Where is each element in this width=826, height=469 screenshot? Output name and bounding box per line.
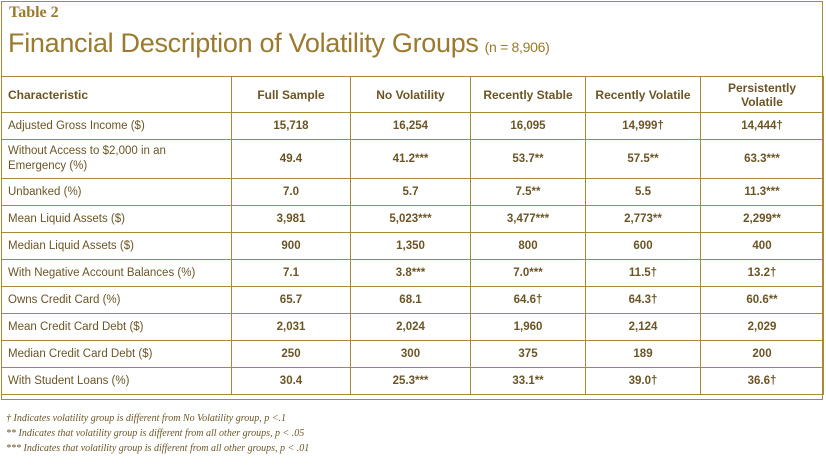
table-cell: 11.5†: [585, 259, 701, 287]
table-cell: 14,444†: [700, 112, 824, 140]
table-cell: 15,718: [231, 112, 351, 140]
row-label: Unbanked (%): [1, 178, 232, 206]
table-cell: 63.3***: [700, 139, 824, 179]
table-cell: 60.6**: [700, 286, 824, 314]
table-cell: 3,981: [231, 205, 351, 233]
column-header: No Volatility: [350, 76, 471, 113]
table-cell: 64.6†: [470, 286, 586, 314]
table-cell: 7.1: [231, 259, 351, 287]
table-row: With Negative Account Balances (%) 7.1 3…: [1, 259, 824, 287]
title-text: Financial Description of Volatility Grou…: [8, 28, 479, 58]
table-cell: 16,095: [470, 112, 586, 140]
table-row: Owns Credit Card (%) 65.7 68.1 64.6† 64.…: [1, 286, 824, 314]
table-cell: 7.5**: [470, 178, 586, 206]
column-header: Recently Volatile: [585, 76, 701, 113]
table-cell: 11.3***: [700, 178, 824, 206]
table-cell: 800: [470, 232, 586, 260]
footnote: ** Indicates that volatility group is di…: [6, 428, 305, 439]
table-cell: 39.0†: [585, 367, 701, 395]
table-row: Adjusted Gross Income ($) 15,718 16,254 …: [1, 112, 824, 140]
table-cell: 68.1: [350, 286, 471, 314]
table-cell: 65.7: [231, 286, 351, 314]
table-cell: 53.7**: [470, 139, 586, 179]
table-cell: 1,960: [470, 313, 586, 341]
table-cell: 200: [700, 340, 824, 368]
table-row: Mean Credit Card Debt ($) 2,031 2,024 1,…: [1, 313, 824, 341]
table-cell: 7.0: [231, 178, 351, 206]
table-cell: 1,350: [350, 232, 471, 260]
table-title: Financial Description of Volatility Grou…: [8, 28, 550, 59]
table-cell: 2,124: [585, 313, 701, 341]
table-cell: 3,477***: [470, 205, 586, 233]
row-label: Median Credit Card Debt ($): [1, 340, 232, 368]
footnote: † Indicates volatility group is differen…: [6, 413, 286, 424]
row-label: Owns Credit Card (%): [1, 286, 232, 314]
row-label: Mean Liquid Assets ($): [1, 205, 232, 233]
table-cell: 36.6†: [700, 367, 824, 395]
column-header: Recently Stable: [470, 76, 586, 113]
table-cell: 300: [350, 340, 471, 368]
table-cell: 25.3***: [350, 367, 471, 395]
table-cell: 3.8***: [350, 259, 471, 287]
table-cell: 400: [700, 232, 824, 260]
table-row: Median Credit Card Debt ($) 250 300 375 …: [1, 340, 824, 368]
table-cell: 2,773**: [585, 205, 701, 233]
table-cell: 5.7: [350, 178, 471, 206]
column-header: Full Sample: [231, 76, 351, 113]
table-cell: 900: [231, 232, 351, 260]
table-cell: 189: [585, 340, 701, 368]
table-cell: 49.4: [231, 139, 351, 179]
header-row: Characteristic Full Sample No Volatility…: [1, 76, 824, 113]
footnotes: † Indicates volatility group is differen…: [6, 411, 309, 456]
table-cell: 375: [470, 340, 586, 368]
row-label: Median Liquid Assets ($): [1, 232, 232, 260]
table-row: With Student Loans (%) 30.4 25.3*** 33.1…: [1, 367, 824, 395]
table-row: Mean Liquid Assets ($) 3,981 5,023*** 3,…: [1, 205, 824, 233]
table-cell: 2,024: [350, 313, 471, 341]
table-cell: 7.0***: [470, 259, 586, 287]
table-cell: 2,299**: [700, 205, 824, 233]
column-header: Persistently Volatile: [700, 76, 824, 113]
row-label: With Student Loans (%): [1, 367, 232, 395]
table-cell: 2,029: [700, 313, 824, 341]
table-cell: 13.2†: [700, 259, 824, 287]
table-cell: 5.5: [585, 178, 701, 206]
table-label: Table 2: [9, 4, 59, 21]
table-cell: 14,999†: [585, 112, 701, 140]
table-cell: 57.5**: [585, 139, 701, 179]
table-cell: 41.2***: [350, 139, 471, 179]
table-row: Median Liquid Assets ($) 900 1,350 800 6…: [1, 232, 824, 260]
column-header: Characteristic: [1, 76, 232, 113]
row-label: Adjusted Gross Income ($): [1, 112, 232, 140]
table-row: Unbanked (%) 7.0 5.7 7.5** 5.5 11.3***: [1, 178, 824, 206]
footnote: *** Indicates that volatility group is d…: [6, 443, 310, 454]
table-cell: 250: [231, 340, 351, 368]
table-cell: 33.1**: [470, 367, 586, 395]
table-cell: 64.3†: [585, 286, 701, 314]
row-label: Mean Credit Card Debt ($): [1, 313, 232, 341]
table-cell: 5,023***: [350, 205, 471, 233]
table-cell: 30.4: [231, 367, 351, 395]
table-cell: 2,031: [231, 313, 351, 341]
table-cell: 16,254: [350, 112, 471, 140]
row-label: With Negative Account Balances (%): [1, 259, 232, 287]
table-row: Without Access to $2,000 in an Emergency…: [1, 139, 824, 179]
volatility-table: Characteristic Full Sample No Volatility…: [1, 76, 824, 395]
table-cell: 600: [585, 232, 701, 260]
sample-size: (n = 8,906): [484, 39, 550, 55]
row-label: Without Access to $2,000 in an Emergency…: [1, 139, 232, 179]
